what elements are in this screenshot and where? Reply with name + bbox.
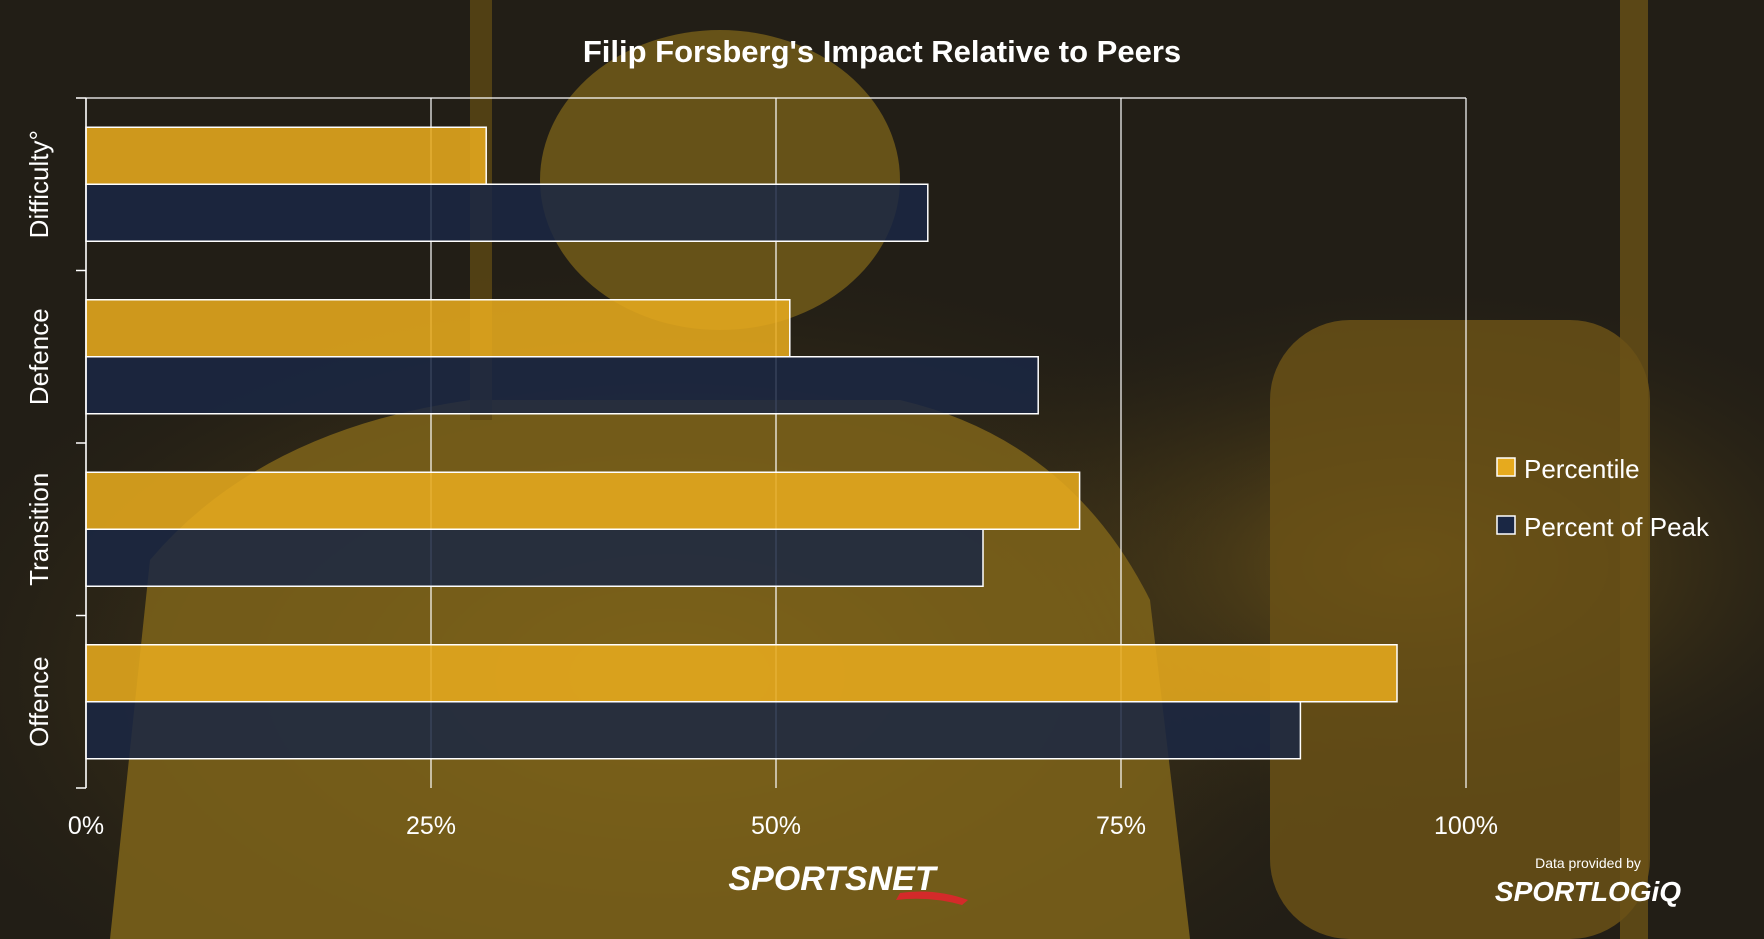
x-tick-label: 100% <box>1434 812 1498 840</box>
sportsnet-logo: SPORTSNET <box>728 860 968 905</box>
axes: 0% 25% 50% 75% 100% Difficulty° Defence Transit… <box>24 97 1498 840</box>
legend-swatch <box>1496 515 1516 535</box>
legend: Percentile Percent of Peak <box>1496 454 1710 542</box>
legend-label: Percentile <box>1524 454 1640 484</box>
legend-label: Percent of Peak <box>1524 512 1710 542</box>
bars <box>85 126 1398 760</box>
sportsnet-wordmark: SPORTSNET <box>728 860 938 898</box>
bar-percentile <box>85 299 791 358</box>
bar-percent-of-peak <box>85 356 1039 415</box>
x-tick-label: 75% <box>1096 812 1146 840</box>
sportlogiq-logo: SPORTLOGiQ <box>1495 876 1681 907</box>
x-tick-label: 0% <box>68 812 104 840</box>
sportsnet-swoosh-icon <box>896 891 968 905</box>
bar-percentile <box>85 644 1398 703</box>
data-provided-by: Data provided by <box>1535 855 1641 871</box>
bar-percentile <box>85 471 1081 530</box>
bar-percent-of-peak <box>85 528 984 587</box>
y-category-label: Difficulty° <box>24 130 54 238</box>
x-tick-label: 25% <box>406 812 456 840</box>
legend-swatch <box>1496 457 1516 477</box>
y-category-label: Defence <box>24 308 54 405</box>
bar-percent-of-peak <box>85 701 1302 760</box>
y-category-label: Offence <box>24 656 54 747</box>
bar-percentile <box>85 126 487 185</box>
y-category-label: Transition <box>24 473 54 586</box>
bar-percent-of-peak <box>85 183 929 242</box>
chart-title: Filip Forsberg's Impact Relative to Peer… <box>583 34 1181 69</box>
x-tick-label: 50% <box>751 812 801 840</box>
